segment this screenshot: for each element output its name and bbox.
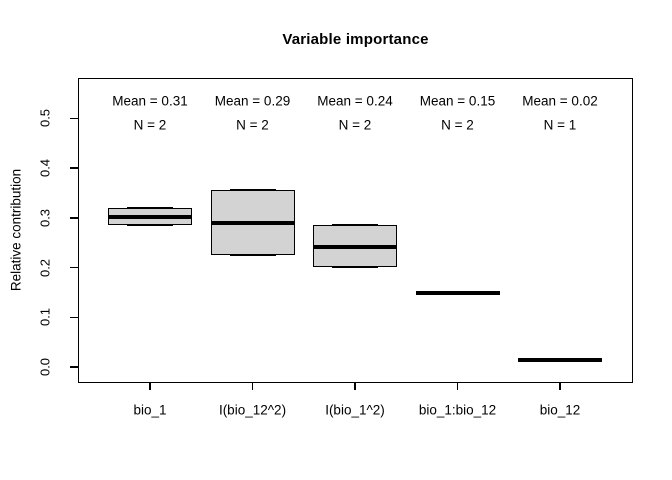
- y-tick-label: 0.1: [37, 308, 53, 327]
- x-tick: [251, 383, 254, 390]
- whisker-cap-upper: [332, 224, 378, 227]
- x-axis-label: bio_12: [539, 402, 581, 418]
- y-tick-label: 0.2: [37, 258, 53, 277]
- y-tick: [70, 316, 78, 319]
- mean-annotation: Mean = 0.15: [419, 93, 496, 109]
- whisker-cap-lower: [229, 254, 276, 257]
- n-annotation: N = 1: [543, 117, 577, 133]
- median-line: [210, 221, 295, 226]
- y-axis-title: Relative contribution: [8, 168, 24, 292]
- mean-annotation: Mean = 0.24: [317, 93, 393, 109]
- mean-annotation: Mean = 0.02: [522, 93, 598, 109]
- y-tick: [70, 167, 78, 169]
- y-tick: [70, 266, 78, 269]
- x-tick: [149, 383, 151, 390]
- y-tick-label: 0.4: [37, 159, 53, 178]
- n-annotation: N = 2: [236, 117, 269, 133]
- x-tick: [354, 383, 356, 390]
- y-tick-label: 0.3: [37, 208, 53, 227]
- x-tick: [559, 383, 561, 390]
- x-axis-label: bio_1: [133, 402, 167, 418]
- x-axis-label: I(bio_1^2): [325, 402, 385, 418]
- whisker-cap-upper: [229, 189, 276, 192]
- y-tick: [70, 366, 78, 368]
- y-tick-label: 0.5: [37, 109, 53, 128]
- y-tick-label: 0.0: [37, 358, 53, 377]
- n-annotation: N = 2: [338, 117, 372, 133]
- mean-annotation: Mean = 0.29: [214, 93, 291, 109]
- y-tick: [70, 217, 78, 219]
- median-line: [518, 357, 602, 362]
- n-annotation: N = 2: [441, 117, 474, 133]
- whisker-cap-lower: [332, 265, 378, 268]
- whisker-cap-upper: [127, 207, 173, 210]
- x-axis-label: I(bio_12^2): [218, 402, 287, 418]
- mean-annotation: Mean = 0.31: [112, 93, 188, 109]
- median-line: [415, 291, 500, 296]
- y-tick: [70, 117, 78, 120]
- n-annotation: N = 2: [133, 117, 167, 133]
- whisker-cap-lower: [127, 224, 173, 227]
- chart-title: Variable importance: [282, 31, 429, 48]
- x-axis-label: bio_1:bio_12: [418, 402, 497, 418]
- plot-area: [78, 78, 633, 383]
- median-line: [108, 214, 192, 219]
- x-tick: [456, 383, 459, 390]
- median-line: [313, 245, 397, 250]
